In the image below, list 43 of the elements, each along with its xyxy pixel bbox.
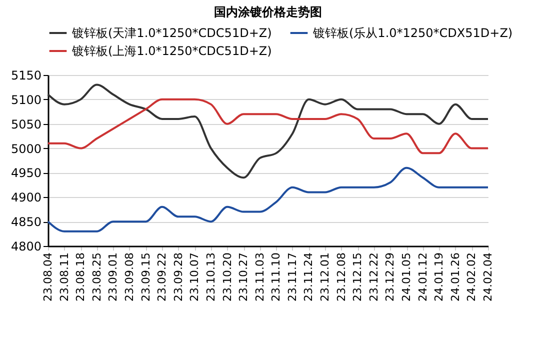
x-tick-label: 23.09.01	[106, 252, 120, 302]
x-tick-label: 23.09.08	[122, 252, 136, 302]
x-tick-label: 23.10.20	[220, 252, 234, 302]
chart-title: 国内涂镀价格走势图	[214, 5, 322, 19]
legend-label: 镀锌板(上海1.0*1250*CDC51D+Z)	[71, 44, 272, 58]
y-tick-label: 4950	[10, 166, 42, 180]
x-tick-label: 23.12.22	[367, 252, 380, 302]
x-tick-label: 23.09.15	[139, 252, 152, 302]
x-tick-label: 23.10.13	[204, 252, 218, 302]
legend-label: 镀锌板(天津1.0*1250*CDC51D+Z)	[71, 26, 272, 40]
y-tick-label: 5000	[10, 142, 42, 156]
x-tick-label: 23.12.15	[351, 252, 364, 302]
x-tick-label: 23.10.27	[237, 252, 250, 302]
x-tick-label: 23.08.25	[90, 252, 104, 302]
x-tick-label: 23.12.29	[384, 252, 397, 302]
x-tick-label: 24.02.04	[482, 252, 494, 302]
line-series	[47, 98, 489, 154]
x-tick-label: 23.09.22	[156, 252, 169, 302]
x-tick-label: 23.12.01	[318, 252, 332, 302]
x-tick-label: 23.08.11	[58, 252, 71, 302]
y-tick-label: 4900	[10, 190, 42, 205]
y-tick-label: 4800	[10, 240, 42, 254]
x-tick-label: 23.11.03	[253, 252, 266, 302]
x-tick-label: 23.08.04	[42, 252, 54, 302]
x-tick-label: 23.12.08	[334, 252, 348, 302]
x-tick-label: 24.01.19	[432, 252, 446, 302]
y-tick-label: 4850	[10, 215, 42, 230]
x-tick-label: 24.02.02	[465, 252, 478, 302]
x-tick-label: 23.10.07	[188, 252, 202, 302]
x-tick-label: 24.01.26	[448, 252, 462, 302]
x-tick-label: 24.01.05	[400, 252, 414, 302]
y-tick-label: 5050	[10, 117, 42, 132]
y-tick-label: 5100	[10, 92, 42, 107]
x-tick-label: 23.09.28	[172, 252, 185, 302]
line-series	[47, 166, 489, 232]
legend-label: 镀锌板(乐从1.0*1250*CDX51D+Z)	[312, 26, 513, 40]
line-series	[47, 84, 489, 179]
x-tick-label: 23.08.18	[74, 252, 88, 302]
y-tick-label: 5150	[10, 68, 42, 82]
x-tick-label: 23.11.10	[270, 252, 283, 302]
x-tick-label: 24.01.12	[416, 252, 430, 302]
x-tick-label: 23.11.24	[302, 252, 316, 302]
x-tick-label: 23.11.17	[286, 252, 299, 302]
